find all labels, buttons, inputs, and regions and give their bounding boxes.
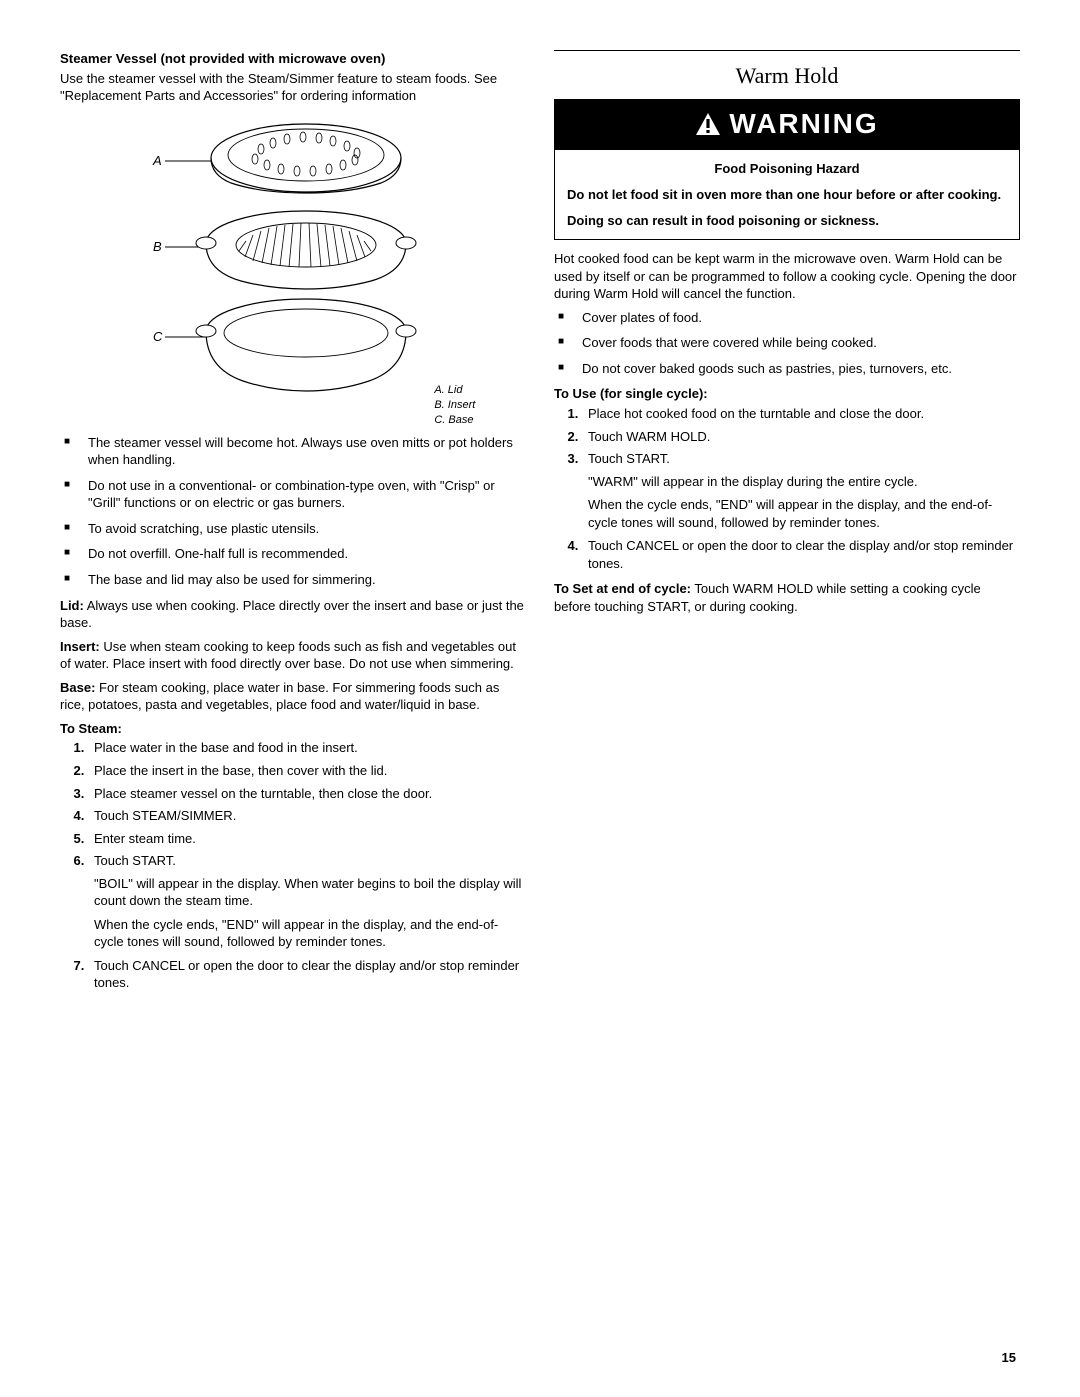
steamer-title: Steamer Vessel (not provided with microw…: [60, 50, 526, 68]
list-item: Do not overfill. One-half full is recomm…: [78, 545, 526, 563]
list-item: Touch WARM HOLD.: [582, 428, 1020, 446]
list-item: Place water in the base and food in the …: [88, 739, 526, 757]
insert-label: Insert:: [60, 639, 100, 654]
warning-line-1: Food Poisoning Hazard: [567, 160, 1007, 178]
steamer-intro: Use the steamer vessel with the Steam/Si…: [60, 70, 526, 105]
warning-line-3: Doing so can result in food poisoning or…: [567, 212, 1007, 230]
list-item: Touch CANCEL or open the door to clear t…: [582, 537, 1020, 572]
diagram-legend: A. Lid B. Insert C. Base: [434, 383, 475, 428]
warm-hold-bullets: Cover plates of food. Cover foods that w…: [554, 309, 1020, 378]
base-text: For steam cooking, place water in base. …: [60, 680, 499, 713]
callout-b: B: [153, 239, 162, 254]
lid-paragraph: Lid: Always use when cooking. Place dire…: [60, 597, 526, 632]
legend-a: A. Lid: [434, 383, 475, 398]
list-item: To avoid scratching, use plastic utensil…: [78, 520, 526, 538]
warning-box: Food Poisoning Hazard Do not let food si…: [554, 150, 1020, 240]
to-set-label: To Set at end of cycle:: [554, 581, 691, 596]
legend-c: C. Base: [434, 413, 475, 428]
steamer-diagram: A B C: [60, 113, 526, 428]
lid-text: Always use when cooking. Place directly …: [60, 598, 524, 631]
lid-shape: [211, 124, 401, 193]
page-number: 15: [1002, 1349, 1016, 1367]
steamer-vessel-illustration: A B C: [111, 113, 431, 423]
list-item: Cover foods that were covered while bein…: [572, 334, 1020, 352]
list-item: The steamer vessel will become hot. Alwa…: [78, 434, 526, 469]
list-item: Place hot cooked food on the turntable a…: [582, 405, 1020, 423]
insert-shape: [196, 211, 416, 289]
list-item: Touch STEAM/SIMMER.: [88, 807, 526, 825]
legend-b: B. Insert: [434, 398, 475, 413]
step-6-text: Touch START.: [94, 853, 176, 868]
base-label: Base:: [60, 680, 95, 695]
list-item: Place the insert in the base, then cover…: [88, 762, 526, 780]
step-6-sub2: When the cycle ends, "END" will appear i…: [94, 916, 526, 951]
base-shape: [196, 299, 416, 391]
list-item: Touch CANCEL or open the door to clear t…: [88, 957, 526, 992]
insert-text: Use when steam cooking to keep foods suc…: [60, 639, 516, 672]
section-divider: [554, 50, 1020, 51]
warning-banner: WARNING: [554, 99, 1020, 151]
to-steam-steps: Place water in the base and food in the …: [70, 739, 526, 992]
step-3-sub1: "WARM" will appear in the display during…: [588, 473, 1020, 491]
lid-label: Lid:: [60, 598, 84, 613]
warm-hold-heading: Warm Hold: [554, 61, 1020, 91]
warning-line-2: Do not let food sit in oven more than on…: [567, 186, 1007, 204]
to-use-head: To Use (for single cycle):: [554, 385, 1020, 403]
base-paragraph: Base: For steam cooking, place water in …: [60, 679, 526, 714]
step-3-sub2: When the cycle ends, "END" will appear i…: [588, 496, 1020, 531]
right-column: Warm Hold WARNING Food Poisoning Hazard …: [554, 50, 1020, 1000]
list-item: Do not cover baked goods such as pastrie…: [572, 360, 1020, 378]
list-item: Do not use in a conventional- or combina…: [78, 477, 526, 512]
warning-triangle-icon: [695, 112, 721, 136]
to-set-paragraph: To Set at end of cycle: Touch WARM HOLD …: [554, 580, 1020, 615]
list-item: Cover plates of food.: [572, 309, 1020, 327]
warm-hold-intro: Hot cooked food can be kept warm in the …: [554, 250, 1020, 303]
list-item: The base and lid may also be used for si…: [78, 571, 526, 589]
step-6-sub1: "BOIL" will appear in the display. When …: [94, 875, 526, 910]
steamer-notes-list: The steamer vessel will become hot. Alwa…: [60, 434, 526, 589]
left-column: Steamer Vessel (not provided with microw…: [60, 50, 526, 1000]
list-item: Touch START. "WARM" will appear in the d…: [582, 450, 1020, 531]
to-use-steps: Place hot cooked food on the turntable a…: [564, 405, 1020, 572]
list-item: Enter steam time.: [88, 830, 526, 848]
callout-a: A: [152, 153, 162, 168]
warning-word: WARNING: [729, 105, 878, 143]
list-item: Place steamer vessel on the turntable, t…: [88, 785, 526, 803]
callout-c: C: [153, 329, 163, 344]
list-item: Touch START. "BOIL" will appear in the d…: [88, 852, 526, 951]
step-3-text: Touch START.: [588, 451, 670, 466]
insert-paragraph: Insert: Use when steam cooking to keep f…: [60, 638, 526, 673]
to-steam-head: To Steam:: [60, 720, 526, 738]
